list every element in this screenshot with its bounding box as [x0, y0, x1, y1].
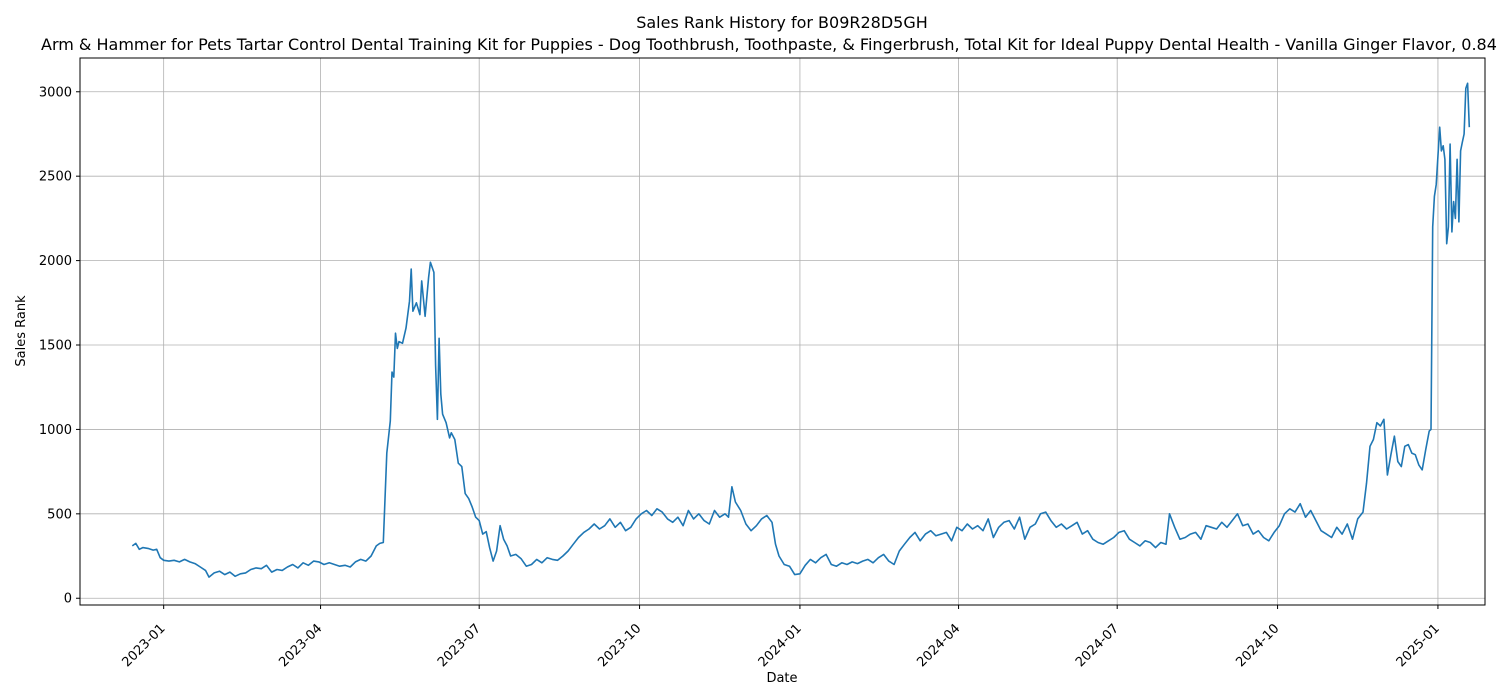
y-tick-label: 500 [47, 507, 72, 522]
y-tick-label: 1500 [39, 339, 72, 354]
x-tick-label: 2023-07 [435, 621, 484, 670]
chart-subtitle: Arm & Hammer for Pets Tartar Control Den… [41, 35, 1500, 54]
series-layer [131, 82, 1471, 578]
y-tick-label: 2500 [39, 170, 72, 185]
axis-ticks: 0 500 1000 1500 2000 2500 3000 2023-01 2023-04 20… [39, 85, 1443, 670]
chart-title: Sales Rank History for B09R28D5GH [636, 13, 928, 32]
x-tick-label: 2024-10 [1233, 621, 1282, 670]
x-tick-label: 2024-04 [914, 621, 963, 670]
y-tick-label: 3000 [39, 85, 72, 100]
x-tick-label: 2025-01 [1394, 621, 1443, 670]
plot-frame [79, 57, 1486, 606]
y-tick-label: 1000 [39, 423, 72, 438]
x-tick-label: 2023-10 [595, 621, 644, 670]
x-tick-label: 2023-04 [276, 621, 325, 670]
grid-lines [80, 58, 1485, 605]
y-tick-label: 0 [64, 592, 72, 607]
x-tick-label: 2024-07 [1073, 621, 1122, 670]
y-tick-label: 2000 [39, 254, 72, 269]
x-tick-label: 2023-01 [119, 621, 168, 670]
y-axis-label: Sales Rank [14, 295, 29, 367]
sales-rank-series-line [131, 82, 1471, 578]
x-axis-label: Date [766, 671, 797, 686]
x-tick-label: 2024-01 [756, 621, 805, 670]
